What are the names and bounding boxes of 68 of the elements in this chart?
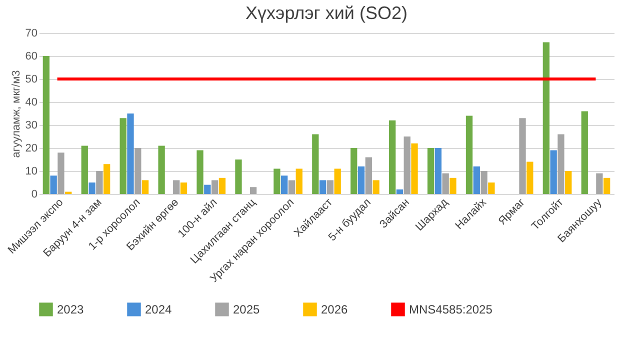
bar — [196, 150, 204, 194]
bar — [526, 162, 534, 194]
y-tick-label: 60 — [25, 50, 38, 62]
y-tick-label: 70 — [25, 28, 38, 40]
y-tick-label: 50 — [25, 74, 38, 86]
bar — [134, 148, 142, 194]
bar — [96, 171, 103, 194]
bar — [389, 120, 396, 194]
legend-label: 2023 — [57, 302, 84, 316]
legend-label: MNS4585:2025 — [409, 302, 493, 316]
bar — [450, 178, 456, 194]
bar — [50, 176, 57, 194]
y-tick-label: 40 — [25, 96, 38, 108]
bar — [519, 118, 526, 194]
bar — [334, 168, 341, 194]
bar — [288, 180, 296, 194]
legend-label: 2026 — [321, 302, 348, 316]
bar — [42, 56, 50, 194]
bar — [365, 157, 372, 194]
bar — [211, 180, 218, 194]
bar — [581, 111, 588, 194]
bar — [442, 173, 449, 194]
bar — [396, 189, 404, 194]
bar — [281, 176, 288, 194]
legend-label: 2025 — [233, 302, 260, 316]
bar — [488, 182, 495, 194]
bar — [81, 146, 88, 194]
bar — [565, 171, 572, 194]
bar — [542, 42, 550, 194]
bar — [319, 180, 326, 194]
bar — [480, 171, 488, 194]
bar — [326, 180, 334, 194]
bar — [427, 148, 434, 194]
bar — [596, 173, 603, 194]
bar — [434, 148, 442, 194]
bar — [358, 166, 365, 194]
bar — [550, 150, 557, 194]
chart-title: Хүхэрлэг хий (SO2) — [246, 3, 408, 23]
bar — [120, 118, 126, 194]
bar — [158, 146, 165, 194]
bar — [204, 184, 211, 194]
bar — [473, 166, 480, 194]
bar — [58, 152, 64, 194]
bar — [173, 180, 180, 194]
bar — [127, 114, 134, 194]
bar — [372, 180, 380, 194]
bar — [250, 187, 257, 194]
bar — [180, 182, 188, 194]
bar — [88, 182, 96, 194]
y-tick-label: 0 — [31, 188, 38, 200]
bar — [274, 168, 280, 194]
y-axis-title: агууламж, мкг/м3 — [10, 70, 22, 158]
bar — [103, 164, 110, 194]
bar — [411, 143, 418, 194]
y-tick-label: 10 — [25, 166, 38, 178]
bar — [312, 134, 319, 194]
bar — [466, 116, 473, 194]
y-tick-label: 20 — [25, 142, 38, 154]
bar — [235, 160, 242, 194]
bar — [296, 168, 302, 194]
bar — [603, 178, 610, 194]
bar — [350, 148, 358, 194]
bar — [142, 180, 149, 194]
legend-label: 2024 — [145, 302, 172, 316]
bar — [218, 178, 226, 194]
bar — [404, 136, 410, 194]
bar — [558, 134, 564, 194]
y-tick-label: 30 — [25, 120, 38, 132]
